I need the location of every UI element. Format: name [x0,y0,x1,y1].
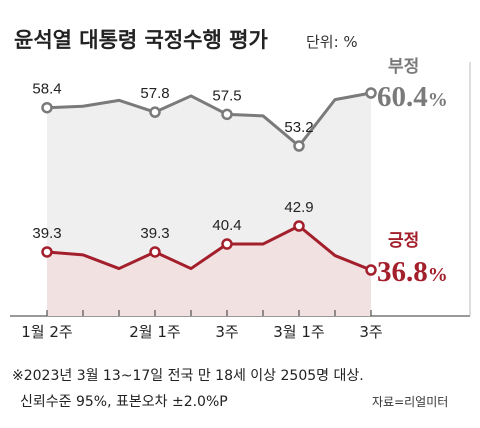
line-layer [46,91,372,272]
data-point-negative [41,101,53,114]
area-layer [47,93,371,316]
points-layer [41,87,377,276]
data-point-positive [221,238,233,250]
data-point-positive [41,246,53,258]
series-line-negative [46,91,372,148]
series-area-positive [47,226,371,316]
x-tick-label: 2월 1주 [129,323,180,341]
x-tick-label: 3월 1주 [273,323,324,341]
data-label-negative: 53.2 [284,119,313,136]
data-label-negative: 57.5 [212,87,241,104]
source-credit: 자료=리얼미터 [372,395,448,409]
series-line-positive [46,224,372,272]
data-point-negative [365,87,377,99]
data-point-negative [149,106,161,118]
footnote-line2: 신뢰수준 95%, 표본오차 ±2.0%P [20,394,228,410]
data-point-negative [293,140,305,152]
data-point-negative [221,108,233,121]
data-label-negative: 58.4 [32,81,61,98]
data-point-positive [365,264,377,276]
series-name-positive: 긍정 [388,231,419,251]
data-label-positive: 40.4 [212,217,241,234]
chart-unit: 단위: % [306,33,358,51]
x-ticks: 1월 2주 2월 1주 3주 3월 1주 3주 [21,310,383,341]
data-label-positive: 39.3 [32,225,61,242]
data-label-positive: 39.3 [140,225,169,242]
x-tick-label: 3주 [359,323,382,341]
x-tick-label: 3주 [215,323,238,341]
data-point-positive [149,246,161,258]
chart-title: 윤석열 대통령 국정수행 평가 [14,28,268,52]
x-tick-label: 1월 2주 [21,323,72,341]
data-label-negative: 57.8 [140,85,169,102]
footnote-line1: ※2023년 3월 13~17일 전국 만 18세 이상 2505명 대상. [12,368,364,384]
series-final-positive: 36.8% [377,256,448,288]
series-name-negative: 부정 [388,57,419,77]
data-label-positive: 42.9 [284,199,313,216]
data-labels: 58.4 57.8 57.5 53.2 39.3 39.3 40.4 42.9 [32,81,313,242]
series-final-negative: 60.4% [377,81,448,113]
data-point-positive [293,220,305,232]
